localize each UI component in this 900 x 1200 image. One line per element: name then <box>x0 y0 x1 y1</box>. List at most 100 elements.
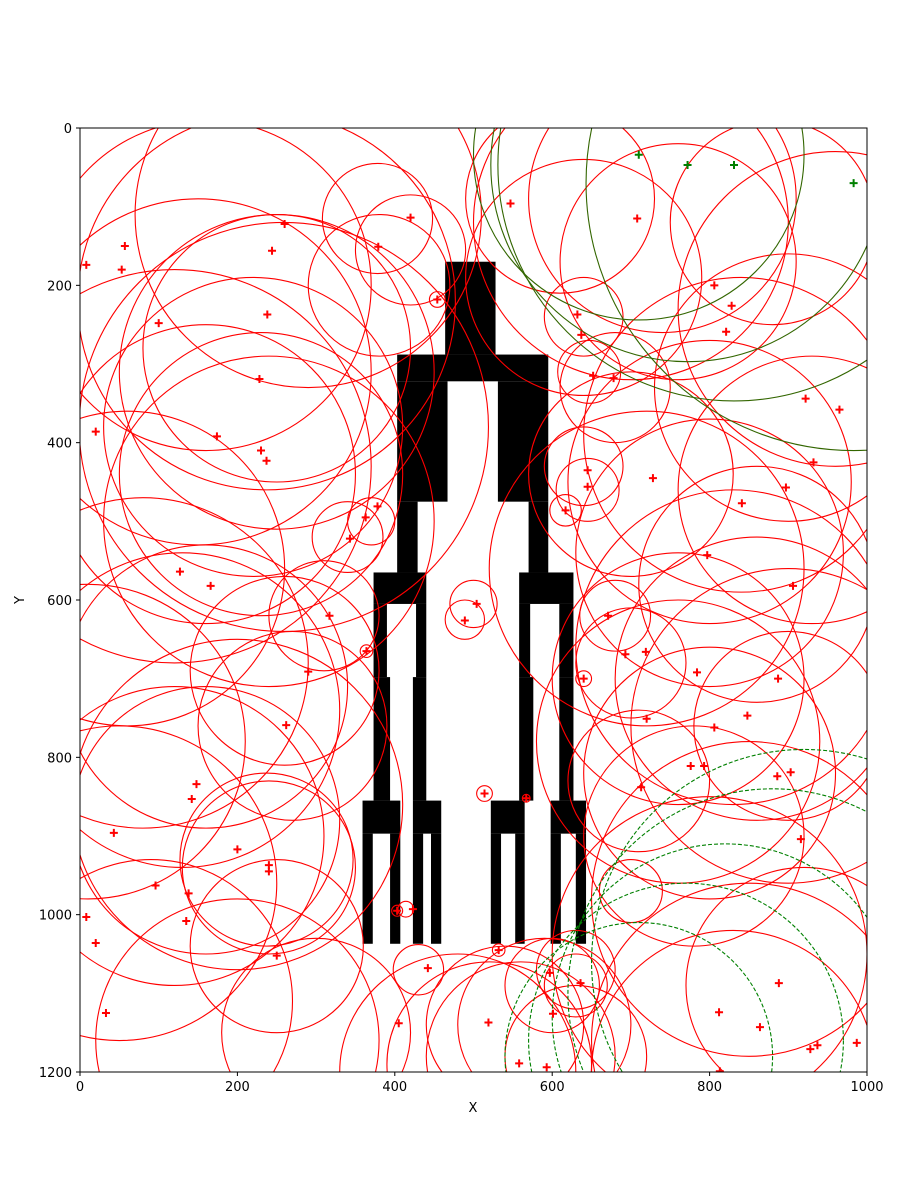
red-point <box>187 795 196 804</box>
red-point <box>460 616 469 625</box>
red-point <box>406 213 415 222</box>
obstacle-block <box>390 833 401 944</box>
obstacle-block <box>397 354 549 382</box>
red-circle <box>80 128 456 491</box>
red-point <box>637 783 646 792</box>
obstacle-block <box>397 381 448 502</box>
green-dashed-circle <box>528 882 844 1072</box>
red-circle <box>103 355 435 688</box>
obstacle-block <box>490 800 525 834</box>
red-circle-layer <box>80 128 867 1072</box>
green-dashed-circle <box>504 922 774 1072</box>
red-circle <box>321 162 434 275</box>
red-circle <box>472 128 789 381</box>
obstacle-block <box>519 603 531 678</box>
green-point <box>634 150 643 159</box>
obstacle-block <box>373 572 427 604</box>
red-point <box>813 1041 822 1050</box>
red-point <box>255 374 264 383</box>
red-circle <box>555 457 620 522</box>
red-circle <box>392 944 445 996</box>
red-circle <box>425 945 585 1072</box>
red-circle <box>179 772 354 947</box>
red-point <box>715 1008 724 1017</box>
red-circle <box>118 331 404 617</box>
red-circle <box>579 579 652 652</box>
red-point <box>703 551 712 560</box>
red-point <box>182 916 191 925</box>
red-circle <box>559 143 797 381</box>
red-point <box>433 295 442 304</box>
red-circle <box>488 410 805 727</box>
red-point <box>604 611 613 620</box>
obstacle-block <box>412 677 427 801</box>
red-point <box>809 458 818 467</box>
red-point <box>373 502 382 511</box>
green-circle <box>490 128 867 363</box>
red-circle <box>677 151 867 467</box>
red-point <box>120 242 129 250</box>
red-circle <box>307 213 451 357</box>
x-tick-label: 600 <box>540 1080 565 1095</box>
red-point <box>82 913 91 922</box>
red-circle <box>80 638 404 971</box>
red-circle <box>669 128 867 326</box>
red-point <box>835 405 844 414</box>
red-point <box>648 474 657 483</box>
red-point <box>374 242 383 251</box>
red-point <box>304 667 313 676</box>
red-circle <box>638 465 867 703</box>
obstacle-block <box>490 833 502 944</box>
red-circle <box>567 339 852 625</box>
red-point <box>361 513 370 522</box>
green-dashed-circle <box>591 748 867 1072</box>
red-circle <box>549 494 582 527</box>
red-circle <box>528 128 797 334</box>
red-circle <box>80 544 349 829</box>
red-point <box>715 1067 724 1072</box>
red-point <box>117 265 126 274</box>
red-point <box>515 1059 524 1068</box>
red-circle <box>457 937 632 1072</box>
red-point <box>264 867 273 876</box>
red-circle <box>80 497 309 829</box>
red-point <box>154 319 163 328</box>
red-point <box>609 374 618 383</box>
y-tick-label: 0 <box>64 122 72 137</box>
obstacle-block <box>412 833 424 944</box>
red-circle <box>80 686 325 986</box>
red-circle <box>583 276 867 593</box>
red-circle <box>134 128 482 389</box>
red-point <box>773 772 782 781</box>
red-point <box>852 1038 861 1047</box>
x-tick-label: 0 <box>76 1080 84 1095</box>
red-circle <box>693 630 867 821</box>
red-point <box>91 427 100 436</box>
red-circle <box>311 501 384 574</box>
obstacle-block <box>397 501 418 573</box>
red-circle <box>567 709 711 853</box>
red-point <box>522 794 531 803</box>
red-circle <box>575 418 844 688</box>
red-circle <box>465 128 656 294</box>
obstacle-block <box>550 833 561 944</box>
red-point <box>801 394 810 403</box>
red-point <box>583 482 592 491</box>
red-point <box>573 310 582 319</box>
red-circle <box>118 213 435 530</box>
red-circle <box>677 355 867 625</box>
red-point <box>577 330 586 339</box>
red-circle <box>575 670 593 688</box>
obstacle-block <box>362 833 373 944</box>
red-circle <box>543 953 608 1018</box>
red-point <box>693 668 702 677</box>
red-circle <box>551 552 805 806</box>
red-point <box>408 905 417 914</box>
red-circle <box>630 568 867 884</box>
green-point <box>849 179 858 188</box>
red-point <box>233 845 242 854</box>
point-layer <box>82 150 861 1072</box>
obstacle-block <box>559 603 574 678</box>
red-point <box>484 1018 493 1027</box>
